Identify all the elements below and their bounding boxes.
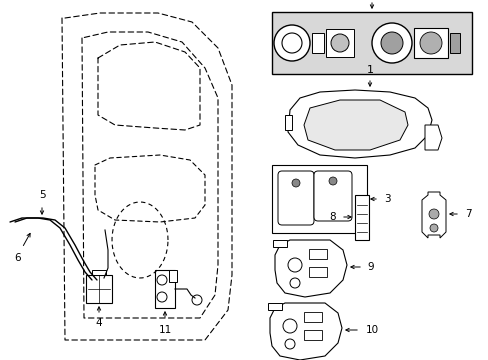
Polygon shape [269, 303, 341, 360]
Circle shape [429, 224, 437, 232]
Bar [354, 195, 368, 240]
Bar [304, 312, 321, 322]
Bar [311, 33, 324, 53]
Text: 3: 3 [383, 194, 389, 204]
Bar [308, 267, 326, 277]
FancyBboxPatch shape [278, 171, 313, 225]
FancyBboxPatch shape [313, 171, 351, 221]
Circle shape [428, 209, 438, 219]
Bar [308, 249, 326, 259]
Circle shape [330, 34, 348, 52]
Text: 11: 11 [158, 325, 171, 335]
Bar [449, 33, 459, 53]
Text: 4: 4 [96, 318, 102, 328]
Circle shape [291, 179, 299, 187]
Text: 7: 7 [464, 209, 470, 219]
Text: 10: 10 [365, 325, 378, 335]
Bar [413, 28, 447, 58]
Polygon shape [287, 90, 431, 158]
Polygon shape [267, 303, 282, 310]
Polygon shape [424, 125, 441, 150]
Polygon shape [274, 240, 346, 297]
Bar [271, 12, 471, 74]
Bar [271, 165, 366, 233]
Bar [155, 270, 175, 308]
Circle shape [380, 32, 402, 54]
Circle shape [328, 177, 336, 185]
Circle shape [273, 25, 309, 61]
Polygon shape [421, 192, 445, 238]
Circle shape [419, 32, 441, 54]
Polygon shape [285, 115, 291, 130]
Text: 6: 6 [15, 253, 21, 263]
Bar [92, 270, 106, 275]
Polygon shape [304, 100, 407, 150]
Circle shape [282, 33, 302, 53]
Polygon shape [272, 240, 286, 247]
Text: 9: 9 [367, 262, 373, 272]
Text: 8: 8 [329, 212, 336, 222]
Bar [86, 275, 112, 303]
Bar [169, 270, 177, 282]
Text: 1: 1 [366, 65, 373, 75]
Circle shape [371, 23, 411, 63]
Bar [304, 330, 321, 340]
Bar [325, 29, 353, 57]
Text: 5: 5 [39, 190, 45, 200]
